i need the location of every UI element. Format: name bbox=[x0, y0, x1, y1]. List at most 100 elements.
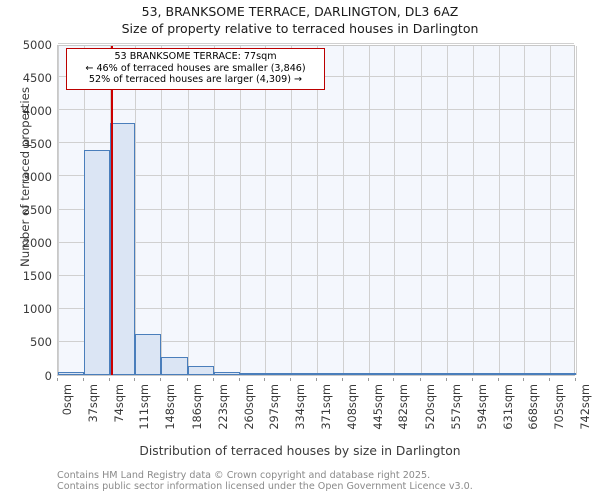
grid-line-vertical bbox=[369, 46, 370, 375]
x-axis-tick-mark bbox=[342, 378, 343, 381]
grid-line-vertical bbox=[576, 46, 577, 375]
x-axis-tick-mark bbox=[109, 378, 110, 381]
footer-line-1: Contains HM Land Registry data © Crown c… bbox=[57, 470, 431, 481]
x-axis-tick-mark bbox=[239, 378, 240, 381]
histogram-bar bbox=[135, 333, 162, 375]
histogram-bar bbox=[317, 373, 343, 375]
y-axis-tick-label: 1500 bbox=[22, 269, 52, 284]
x-axis-tick-mark bbox=[420, 378, 421, 381]
y-axis-ticks: 0 500 1000 1500 2000 2500 3000 3500 4000 4500 5000 bbox=[0, 39, 52, 381]
x-axis-tick-label: 371sqm bbox=[320, 384, 333, 430]
x-axis-ticks: 0sqm 37sqm 74sqm 111sqm 148sqm 186sqm 223sqm 26… bbox=[57, 378, 592, 438]
histogram-bar bbox=[213, 372, 240, 375]
chart-subtitle: Size of property relative to terraced ho… bbox=[121, 21, 479, 36]
attribution-footer: Contains HM Land Registry data © Crown c… bbox=[57, 470, 577, 493]
plot-area bbox=[57, 43, 577, 376]
grid-line-vertical bbox=[447, 46, 448, 375]
grid-line-vertical bbox=[265, 46, 266, 375]
x-axis-tick-label: 148sqm bbox=[164, 384, 178, 430]
annotation-line-3: 52% of terraced houses are larger (4,309… bbox=[88, 74, 303, 86]
x-axis-label: Distribution of terraced houses by size … bbox=[139, 444, 461, 458]
grid-line-vertical bbox=[499, 46, 500, 375]
histogram-bar bbox=[524, 373, 551, 375]
grid-line-horizontal bbox=[58, 109, 574, 111]
x-axis-tick-label: 742sqm bbox=[579, 384, 592, 430]
x-axis-tick-mark bbox=[57, 378, 58, 381]
histogram-bar bbox=[291, 373, 317, 375]
histogram-bar bbox=[446, 373, 473, 375]
x-axis-tick-mark bbox=[393, 378, 394, 381]
histogram-bar bbox=[187, 365, 214, 375]
histogram-bar bbox=[239, 373, 266, 375]
x-axis-tick-mark bbox=[446, 378, 447, 381]
histogram-bar bbox=[109, 123, 136, 375]
x-axis-tick-label: 482sqm bbox=[397, 384, 411, 430]
y-axis-tick-label: 0 bbox=[44, 368, 52, 383]
y-axis-tick-label: 5000 bbox=[22, 37, 52, 52]
x-axis-tick-mark bbox=[187, 378, 188, 381]
x-axis-tick-label: 445sqm bbox=[371, 384, 385, 430]
grid-line-vertical bbox=[524, 46, 525, 375]
x-axis-tick-mark bbox=[316, 378, 317, 381]
x-axis-tick-mark bbox=[575, 378, 576, 381]
x-axis-tick-label: 111sqm bbox=[138, 384, 152, 430]
x-axis-tick-label: 705sqm bbox=[553, 384, 567, 430]
histogram-bar bbox=[58, 372, 84, 375]
grid-line-vertical bbox=[550, 46, 551, 375]
footer-line-2: Contains public sector information licen… bbox=[57, 481, 473, 493]
histogram-bar bbox=[498, 373, 525, 375]
grid-line-vertical bbox=[214, 46, 215, 375]
grid-line-horizontal bbox=[58, 175, 574, 177]
y-axis-tick-label: 1000 bbox=[22, 302, 52, 317]
histogram-bar bbox=[394, 373, 421, 375]
y-axis-tick-label: 2000 bbox=[22, 236, 52, 251]
histogram-bar bbox=[265, 373, 292, 375]
grid-line-vertical bbox=[421, 46, 422, 375]
y-axis-tick-label: 500 bbox=[30, 335, 52, 350]
x-axis-tick-label: 594sqm bbox=[475, 384, 489, 430]
x-axis-tick-mark bbox=[134, 378, 135, 381]
y-axis-tick-label: 4000 bbox=[22, 103, 52, 118]
y-axis-label: Number of terraced properties bbox=[18, 86, 32, 268]
x-axis-tick-mark bbox=[264, 378, 265, 381]
grid-line-horizontal bbox=[58, 307, 574, 309]
histogram-bar bbox=[368, 373, 395, 375]
grid-line-horizontal bbox=[58, 340, 574, 342]
page-title: 53, BRANKSOME TERRACE, DARLINGTON, DL3 6… bbox=[141, 4, 459, 19]
grid-line-horizontal bbox=[58, 142, 574, 144]
grid-line-vertical bbox=[188, 46, 189, 375]
x-axis-tick-mark bbox=[160, 378, 161, 381]
x-axis-tick-label: 74sqm bbox=[112, 384, 126, 423]
grid-line-vertical bbox=[291, 46, 292, 375]
annotation-line-1: 53 BRANKSOME TERRACE: 77sqm bbox=[114, 51, 277, 62]
grid-line-vertical bbox=[343, 46, 344, 375]
grid-line-vertical bbox=[135, 46, 136, 375]
histogram-bar bbox=[421, 373, 447, 375]
annotation-line-2: ← 46% of terraced houses are smaller (3,… bbox=[85, 62, 306, 74]
histogram-bar bbox=[161, 357, 188, 375]
histogram-bar bbox=[342, 373, 369, 375]
x-axis-tick-mark bbox=[472, 378, 473, 381]
grid-line-vertical bbox=[473, 46, 474, 375]
x-axis-tick-mark bbox=[549, 378, 550, 381]
x-axis-tick-label: 0sqm bbox=[61, 384, 74, 416]
y-axis-tick-label: 4500 bbox=[22, 70, 52, 85]
x-axis-tick-mark bbox=[368, 378, 369, 381]
x-axis-tick-label: 408sqm bbox=[345, 384, 359, 430]
property-marker-line bbox=[110, 46, 113, 375]
histogram-bar bbox=[472, 373, 499, 375]
grid-line-horizontal bbox=[58, 241, 574, 243]
grid-line-vertical bbox=[240, 46, 241, 375]
grid-line-horizontal bbox=[58, 43, 574, 44]
grid-line-vertical bbox=[161, 46, 162, 375]
property-annotation-box: 53 BRANKSOME TERRACE: 77sqm ← 46% of ter… bbox=[66, 48, 325, 90]
histogram-bar bbox=[83, 149, 110, 375]
x-axis-tick-label: 260sqm bbox=[242, 384, 256, 430]
grid-line-vertical bbox=[394, 46, 395, 375]
x-axis-tick-label: 631sqm bbox=[501, 384, 515, 430]
x-axis-tick-mark bbox=[498, 378, 499, 381]
x-axis-tick-label: 334sqm bbox=[294, 384, 308, 430]
x-axis-tick-label: 223sqm bbox=[216, 384, 230, 430]
x-axis-tick-label: 186sqm bbox=[190, 384, 204, 430]
